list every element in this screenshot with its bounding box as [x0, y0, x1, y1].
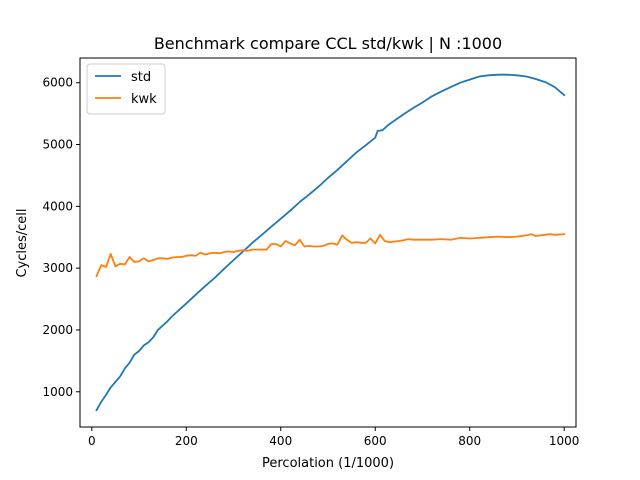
- y-tick-label: 3000: [42, 261, 73, 275]
- x-axis-title: Percolation (1/1000): [262, 456, 394, 471]
- x-tick-label: 600: [364, 434, 387, 448]
- y-tick-label: 5000: [42, 138, 73, 152]
- series-line-kwk: [95, 233, 566, 278]
- series-layer: [95, 73, 566, 412]
- plot-area: [79, 57, 577, 428]
- y-axis: 1000 2000 3000 4000 5000 6000: [42, 76, 80, 399]
- x-axis: 0 200 400 600 800 1000: [88, 427, 579, 448]
- x-tick-label: 200: [175, 434, 198, 448]
- x-tick-label: 0: [88, 434, 96, 448]
- legend-label-std: std: [131, 70, 151, 85]
- y-tick-label: 4000: [42, 199, 73, 213]
- y-tick-label: 2000: [42, 323, 73, 337]
- y-tick-label: 6000: [42, 76, 73, 90]
- x-tick-label: 800: [458, 434, 481, 448]
- chart-title: Benchmark compare CCL std/kwk | N :1000: [154, 34, 502, 53]
- x-tick-label: 400: [269, 434, 292, 448]
- x-tick-label: 1000: [549, 434, 580, 448]
- plot-frame: [79, 57, 577, 428]
- y-tick-label: 1000: [42, 385, 73, 399]
- series-line-std: [95, 73, 566, 412]
- y-axis-title: Cycles/cell: [15, 208, 30, 277]
- legend-label-kwk: kwk: [131, 92, 157, 107]
- legend: std kwk: [86, 63, 166, 115]
